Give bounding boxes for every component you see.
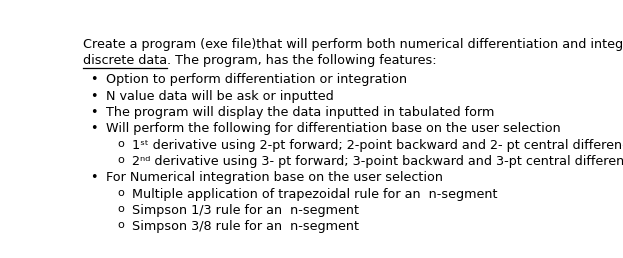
Text: Simpson 3/8 rule for an  n-segment: Simpson 3/8 rule for an n-segment — [132, 220, 359, 233]
Text: •: • — [90, 106, 97, 119]
Text: Option to perform differentiation or integration: Option to perform differentiation or int… — [106, 74, 407, 86]
Text: 1ˢᵗ derivative using 2-pt forward; 2-point backward and 2- pt central difference: 1ˢᵗ derivative using 2-pt forward; 2-poi… — [132, 139, 623, 152]
Text: o: o — [118, 139, 125, 149]
Text: discrete data: discrete data — [83, 54, 167, 67]
Text: o: o — [118, 188, 125, 198]
Text: The program will display the data inputted in tabulated form: The program will display the data inputt… — [106, 106, 494, 119]
Text: . The program, has the following features:: . The program, has the following feature… — [167, 54, 437, 67]
Text: o: o — [118, 155, 125, 165]
Text: Will perform the following for differentiation base on the user selection: Will perform the following for different… — [106, 122, 561, 135]
Text: N value data will be ask or inputted: N value data will be ask or inputted — [106, 90, 334, 103]
Text: •: • — [90, 122, 97, 135]
Text: Simpson 1/3 rule for an  n-segment: Simpson 1/3 rule for an n-segment — [132, 204, 359, 217]
Text: 2ⁿᵈ derivative using 3- pt forward; 3-point backward and 3-pt central difference: 2ⁿᵈ derivative using 3- pt forward; 3-po… — [132, 155, 623, 168]
Text: •: • — [90, 90, 97, 103]
Text: •: • — [90, 171, 97, 184]
Text: o: o — [118, 204, 125, 214]
Text: For Numerical integration base on the user selection: For Numerical integration base on the us… — [106, 171, 443, 184]
Text: Multiple application of trapezoidal rule for an  n-segment: Multiple application of trapezoidal rule… — [132, 188, 497, 200]
Text: •: • — [90, 74, 97, 86]
Text: o: o — [118, 220, 125, 230]
Text: Create a program (exe file)that will perform both numerical differentiation and : Create a program (exe file)that will per… — [83, 38, 623, 51]
